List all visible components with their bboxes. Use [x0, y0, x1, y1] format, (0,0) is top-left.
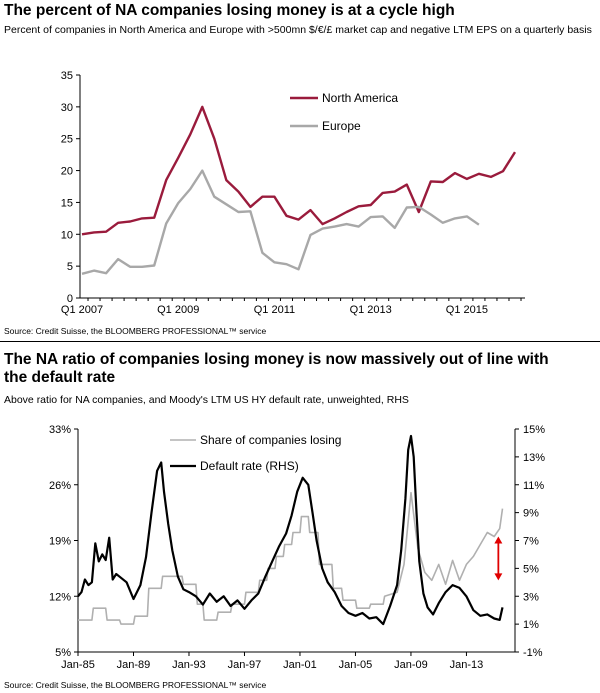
chart2-right-tick-label: 13% — [523, 452, 545, 464]
chart1-x-tick-label: Q1 2009 — [157, 304, 199, 316]
chart2-x-tick-label: Jan-97 — [228, 659, 262, 671]
chart2-right-tick-label: 7% — [523, 536, 539, 548]
share-losing-line — [78, 491, 504, 625]
europe-line — [81, 169, 480, 275]
chart2-left-tick-label: 5% — [55, 647, 71, 659]
chart2-subtitle: Above ratio for NA companies, and Moody'… — [4, 394, 409, 406]
chart2-x-tick-label: Jan-93 — [172, 659, 206, 671]
chart2-legend-label: Share of companies losing — [200, 433, 341, 447]
chart2-x-tick-label: Jan-09 — [394, 659, 428, 671]
chart1-y-tick-label: 5 — [67, 261, 73, 273]
chart1-legend-label: Europe — [322, 119, 361, 133]
chart2-left-tick-label: 33% — [49, 424, 71, 436]
chart2-right-tick-label: 15% — [523, 424, 545, 436]
chart1-title: The percent of NA companies losing money… — [4, 2, 455, 19]
arrow-head-down — [494, 573, 503, 581]
chart2-right-tick-label: 3% — [523, 591, 539, 603]
chart2-right-tick-label: 5% — [523, 563, 539, 575]
chart2-left-tick-label: 12% — [49, 591, 71, 603]
chart1-x-tick-label: Q1 2015 — [446, 304, 488, 316]
chart2-left-tick-label: 19% — [49, 536, 71, 548]
chart1-x-tick-label: Q1 2013 — [350, 304, 392, 316]
chart1-y-tick-label: 25 — [61, 134, 73, 146]
chart1-x-tick-label: Q1 2007 — [61, 304, 103, 316]
north-america-line — [81, 105, 517, 236]
chart2-x-tick-label: Jan-89 — [117, 659, 151, 671]
chart2-legend-label: Default rate (RHS) — [200, 459, 299, 473]
chart1-y-tick-label: 20 — [61, 166, 73, 178]
chart2-right-tick-label: 1% — [523, 619, 539, 631]
chart2-x-tick-label: Jan-13 — [450, 659, 484, 671]
chart1-y-tick-label: 0 — [67, 293, 73, 305]
arrow-head-up — [494, 536, 503, 544]
chart2-right-tick-label: 9% — [523, 508, 539, 520]
chart1-y-tick-label: 30 — [61, 102, 73, 114]
chart1-x-tick-label: Q1 2011 — [254, 304, 295, 316]
default-rate-line — [77, 434, 504, 626]
chart1-subtitle: Percent of companies in North America an… — [4, 24, 592, 36]
chart1-legend-label: North America — [322, 91, 398, 105]
divider-line — [0, 341, 600, 342]
chart1-y-tick-label: 15 — [61, 197, 73, 209]
chart2-source: Source: Credit Suisse, the BLOOMBERG PRO… — [4, 680, 267, 690]
chart1-y-tick-label: 35 — [61, 70, 73, 82]
chart1-source: Source: Credit Suisse, the BLOOMBERG PRO… — [4, 326, 267, 336]
chart2-x-tick-label: Jan-85 — [61, 659, 95, 671]
chart1-y-tick-label: 10 — [61, 229, 73, 241]
chart2-x-tick-label: Jan-05 — [339, 659, 373, 671]
chart1-plot: 0 5 10 15 20 25 30 35 Q1 2007 Q1 2009 Q1 2011 Q1 20… — [61, 70, 525, 316]
chart2-title: The NA ratio of companies losing money i… — [4, 351, 549, 386]
chart2-right-tick-label: 11% — [523, 480, 544, 492]
chart2-right-tick-label: -1% — [523, 647, 543, 659]
chart2-x-tick-label: Jan-01 — [283, 659, 317, 671]
chart2-left-tick-label: 26% — [49, 480, 71, 492]
